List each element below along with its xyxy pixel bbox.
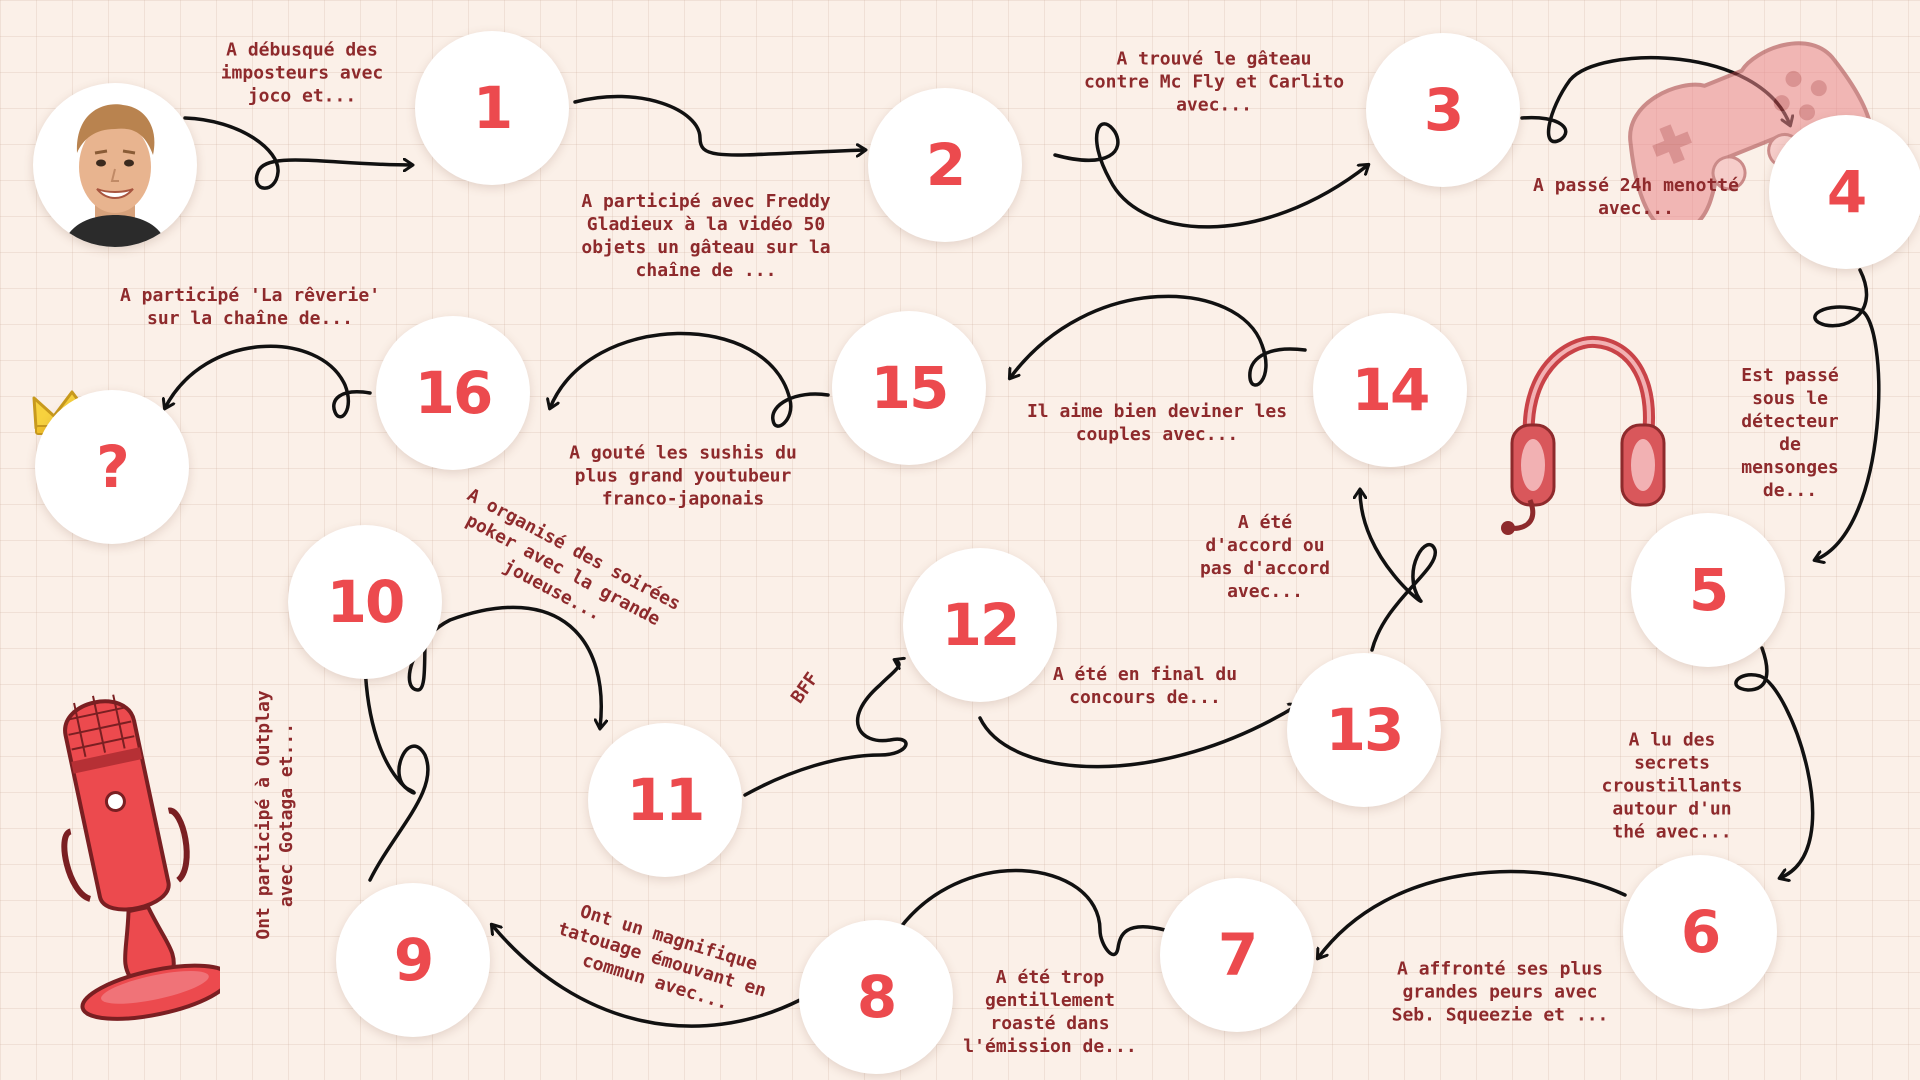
- arrow-11-12: [743, 660, 908, 797]
- clue-14: A été d'accord ou pas d'accord avec...: [1199, 512, 1331, 602]
- clue-16: A gouté les sushis du plus grand youtube…: [569, 442, 797, 510]
- arrow-2-3: [1053, 122, 1368, 229]
- node-8: 8: [799, 920, 953, 1074]
- node-13: 13: [1287, 653, 1441, 807]
- node-6: 6: [1623, 855, 1777, 1009]
- clue-4: A passé 24h menotté avec...: [1533, 175, 1739, 219]
- arrow-1-2: [573, 94, 865, 154]
- node-7: 7: [1160, 878, 1314, 1032]
- node-5: 5: [1631, 513, 1785, 667]
- node-number: 13: [1325, 696, 1405, 764]
- node-final: ?: [35, 390, 189, 544]
- clue-3: A trouvé le gâteau contre Mc Fly et Carl…: [1083, 48, 1345, 116]
- node-12: 12: [903, 548, 1057, 702]
- clue-13: A été en final du concours de...: [1052, 664, 1238, 708]
- clue-12: BFF: [787, 668, 823, 708]
- node-4: 4: [1769, 115, 1920, 269]
- node-number: 6: [1680, 898, 1721, 966]
- clue-final: A participé 'La rêverie' sur la chaîne d…: [119, 285, 381, 329]
- node-number: 4: [1826, 158, 1867, 226]
- clue-15: Il aime bien deviner les couples avec...: [1026, 401, 1288, 445]
- arrow-avatar-1: [183, 116, 412, 190]
- node-14: 14: [1313, 313, 1467, 467]
- node-11: 11: [588, 723, 742, 877]
- node-number: 15: [870, 354, 950, 422]
- clue-1: A débusqué des imposteurs avec joco et..…: [220, 39, 384, 107]
- node-number: 16: [414, 359, 494, 427]
- node-1: 1: [415, 31, 569, 185]
- clue-5: Est passé sous le détecteur de mensonges…: [1741, 365, 1839, 501]
- node-number: 8: [856, 963, 897, 1031]
- clue-10: Ont participé à Outplay avec Gotaga et..…: [253, 690, 297, 940]
- node-number: ?: [96, 433, 130, 501]
- node-2: 2: [868, 88, 1022, 242]
- clue-8: A été trop gentillement roasté dans l'ém…: [963, 967, 1137, 1057]
- node-number: 12: [941, 591, 1021, 659]
- node-number: 14: [1351, 356, 1431, 424]
- node-number: 5: [1688, 556, 1729, 624]
- node-10: 10: [288, 525, 442, 679]
- node-15: 15: [832, 311, 986, 465]
- arrow-12-13: [978, 705, 1298, 769]
- clue-9: Ont un magnifique tatouage émouvant en c…: [555, 901, 769, 1015]
- arrow-5-6: [1734, 646, 1815, 878]
- node-3: 3: [1366, 33, 1520, 187]
- node-number: 9: [393, 926, 434, 994]
- node-number: 7: [1217, 921, 1258, 989]
- node-9: 9: [336, 883, 490, 1037]
- node-number: 3: [1423, 76, 1464, 144]
- arrow-15-16: [550, 331, 830, 428]
- clue-2: A participé avec Freddy Gladieux à la vi…: [581, 191, 831, 281]
- arrow-7-8: [895, 868, 1167, 957]
- node-number: 2: [925, 131, 966, 199]
- arrow-9-10: [365, 665, 430, 882]
- clue-6: A lu des secrets croustillants autour d'…: [1601, 729, 1743, 843]
- headset-icon: [1501, 335, 1666, 535]
- node-number: 1: [472, 74, 513, 142]
- node-16: 16: [376, 316, 530, 470]
- arrow-13-14: [1360, 490, 1437, 652]
- gamepad-icon: [1628, 41, 1874, 220]
- arrow-16-final: [165, 344, 372, 419]
- arrow-14-15: [1010, 294, 1307, 387]
- node-number: 10: [326, 568, 406, 636]
- microphone-icon: [61, 694, 220, 1021]
- avatar-portrait: [33, 83, 197, 247]
- arrow-6-7: [1318, 869, 1627, 958]
- clue-7: A affronté ses plus grandes peurs avec S…: [1391, 958, 1609, 1026]
- node-number: 11: [626, 766, 706, 834]
